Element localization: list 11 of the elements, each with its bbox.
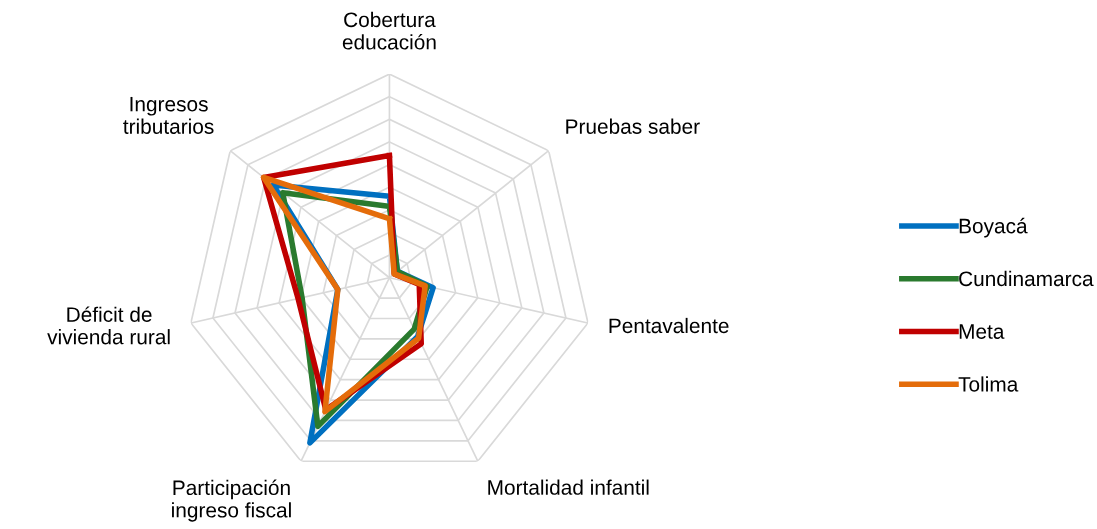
spoke-label: Participación ingreso fiscal — [172, 479, 291, 522]
spoke-label: Pruebas saber — [566, 118, 700, 134]
legend-label: Tolima — [958, 376, 1019, 392]
spoke-label: Ingresos tributarios — [123, 96, 214, 134]
legend-label: Cundinamarca — [959, 270, 1094, 287]
spoke-label: Mortalidad infantil — [488, 479, 649, 495]
legend-label: Meta — [959, 324, 1005, 339]
legend-label: Boyacá — [959, 217, 1028, 238]
spoke-label: Cobertura educación — [342, 11, 436, 50]
spoke-label: Déficit de vivienda rural — [47, 306, 170, 345]
spoke-label: Pentavalente — [609, 317, 729, 334]
